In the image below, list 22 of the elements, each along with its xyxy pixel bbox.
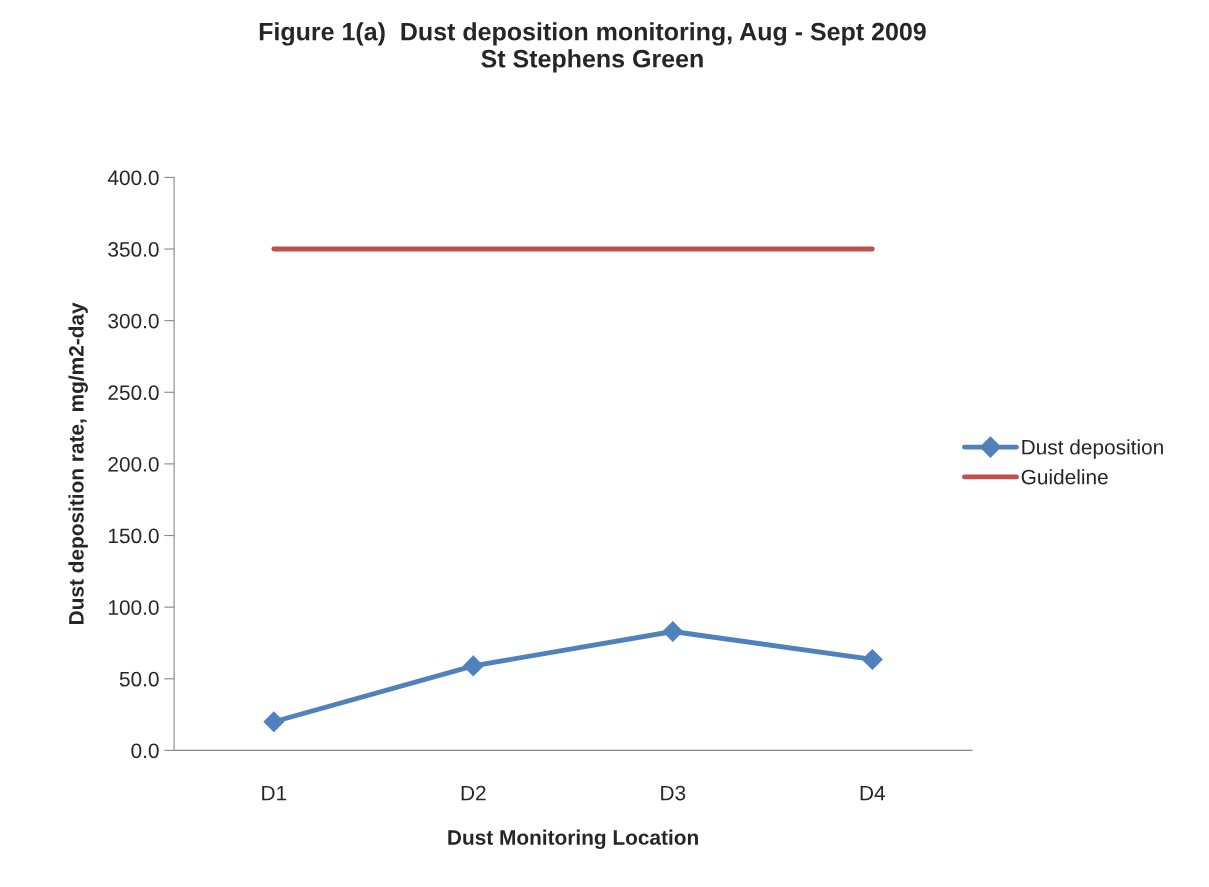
x-tick-label: D2 [461,785,486,801]
y-tick-label: 200.0 [108,456,159,472]
y-tick-label: 250.0 [108,385,159,401]
point [861,649,883,670]
legend-label: Guideline [1021,469,1108,485]
x-axis-title: Dust Monitoring Location [448,829,698,850]
y-tick-label: 300.0 [108,313,159,329]
x-tick-label: D4 [860,785,885,801]
point [662,621,684,642]
y-tick-label: 50.0 [119,671,159,687]
y-tick-label: 150.0 [108,528,159,544]
legend-label: Dust deposition [1022,439,1163,459]
x-tick-label: D3 [661,785,686,801]
y-tick-label: 0.0 [131,743,159,759]
y-axis-title: Dust deposition rate, mg/m2-day [68,302,88,624]
point [263,711,285,733]
y-tick-label: 400.0 [107,170,159,186]
y-tick-label: 350.0 [108,242,159,257]
x-tick-label: D1 [262,785,287,801]
y-tick-label: 100.0 [108,600,159,615]
point [462,655,484,677]
chart-title: Figure 1(a) Dust deposition monitoring, Aug - Sept 2009 St Stephens Green [259,22,926,73]
